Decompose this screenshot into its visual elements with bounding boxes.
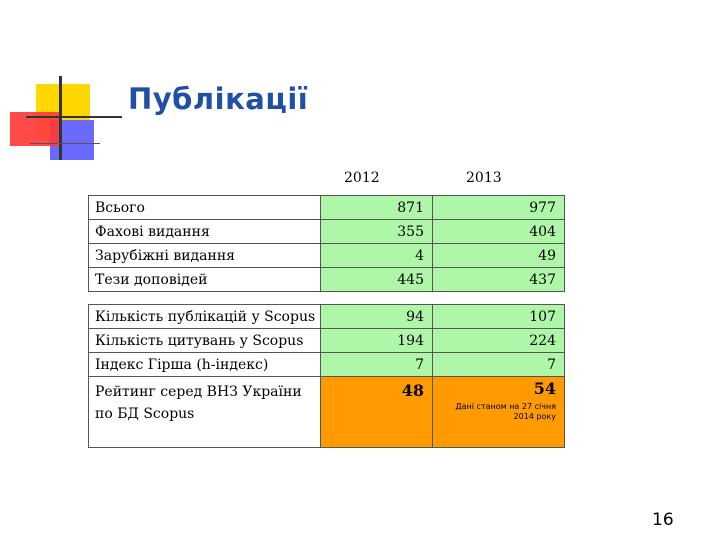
rating-2012: 48: [401, 381, 424, 400]
table-row: Зарубіжні видання 4 49: [88, 243, 565, 268]
value-2013: 107: [432, 304, 565, 329]
row-label: Кількість публікацій у Scopus: [88, 304, 321, 329]
deco-lower-line: [30, 143, 100, 144]
value-2012: 355: [320, 219, 433, 244]
value-2012: 445: [320, 267, 433, 292]
row-label: Всього: [88, 195, 321, 220]
row-label: Фахові видання: [88, 219, 321, 244]
deco-horizontal-line: [26, 116, 122, 118]
table-row: Фахові видання 355 404: [88, 219, 565, 244]
row-label: Тези доповідей: [88, 267, 321, 292]
value-2012: 194: [320, 328, 433, 353]
value-2013: 404: [432, 219, 565, 244]
row-label: Зарубіжні видання: [88, 243, 321, 268]
page-title: Публікації: [128, 82, 309, 116]
value-2013: 977: [432, 195, 565, 220]
value-2013: 7: [432, 352, 565, 377]
row-label: Індекс Гірша (h-індекс): [88, 352, 321, 377]
row-label: Кількість цитувань у Scopus: [88, 328, 321, 353]
value-2012: 7: [320, 352, 433, 377]
value-2012: 4: [320, 243, 433, 268]
year-header-2012: 2012: [344, 170, 380, 186]
rating-value-2012: 48: [320, 376, 433, 448]
publications-table-block2: Кількість публікацій у Scopus 94 107 Кіл…: [88, 304, 565, 448]
value-2012: 871: [320, 195, 433, 220]
deco-vertical-line: [59, 76, 62, 160]
rating-label: Рейтинг серед ВНЗ України по БД Scopus: [88, 376, 321, 448]
value-2012: 94: [320, 304, 433, 329]
value-2013: 224: [432, 328, 565, 353]
table-row: Кількість публікацій у Scopus 94 107: [88, 304, 565, 329]
year-header-2013: 2013: [466, 170, 502, 186]
table-row: Кількість цитувань у Scopus 194 224: [88, 328, 565, 353]
rating-label-line1: Рейтинг серед ВНЗ України: [95, 384, 302, 400]
value-2013: 49: [432, 243, 565, 268]
rating-2013: 54: [533, 379, 556, 398]
page-number: 16: [652, 510, 674, 530]
rating-note: Дані станом на 27 січня 2014 року: [433, 402, 556, 422]
table-row: Тези доповідей 445 437: [88, 267, 565, 292]
rating-note-line1: Дані станом на 27 січня: [455, 402, 556, 411]
value-2013: 437: [432, 267, 565, 292]
table-row: Індекс Гірша (h-індекс) 7 7: [88, 352, 565, 377]
publications-table-block1: Всього 871 977 Фахові видання 355 404 За…: [88, 195, 565, 292]
rating-label-line2: по БД Scopus: [95, 406, 195, 422]
rating-row: Рейтинг серед ВНЗ України по БД Scopus 4…: [88, 376, 565, 448]
rating-note-line2: 2014 року: [513, 412, 556, 421]
table-row: Всього 871 977: [88, 195, 565, 220]
rating-value-2013-cell: 54 Дані станом на 27 січня 2014 року: [432, 376, 565, 448]
